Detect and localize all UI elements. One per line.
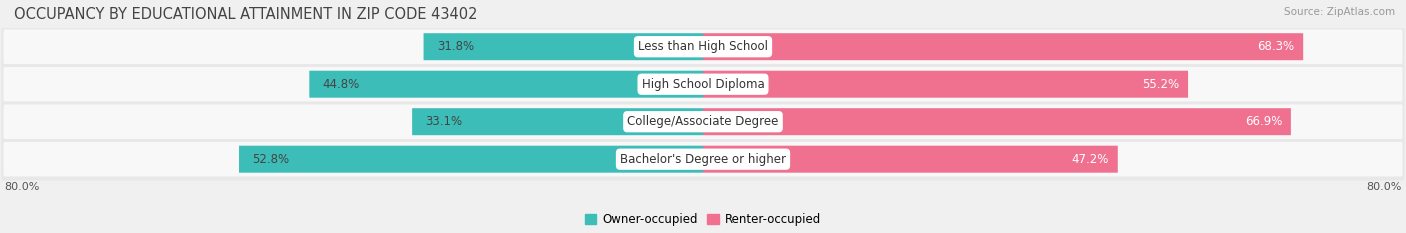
Text: High School Diploma: High School Diploma: [641, 78, 765, 91]
FancyBboxPatch shape: [1, 63, 1405, 106]
Text: 80.0%: 80.0%: [1367, 182, 1402, 192]
Text: 31.8%: 31.8%: [437, 40, 474, 53]
FancyBboxPatch shape: [1, 138, 1405, 181]
Text: Source: ZipAtlas.com: Source: ZipAtlas.com: [1284, 7, 1395, 17]
FancyBboxPatch shape: [1, 25, 1405, 68]
FancyBboxPatch shape: [309, 71, 703, 98]
Text: 68.3%: 68.3%: [1257, 40, 1295, 53]
Text: OCCUPANCY BY EDUCATIONAL ATTAINMENT IN ZIP CODE 43402: OCCUPANCY BY EDUCATIONAL ATTAINMENT IN Z…: [14, 7, 478, 22]
FancyBboxPatch shape: [703, 33, 1303, 60]
Text: 80.0%: 80.0%: [4, 182, 39, 192]
FancyBboxPatch shape: [703, 71, 1188, 98]
FancyBboxPatch shape: [239, 146, 703, 173]
FancyBboxPatch shape: [4, 67, 1402, 101]
Text: 52.8%: 52.8%: [252, 153, 290, 166]
Text: Less than High School: Less than High School: [638, 40, 768, 53]
FancyBboxPatch shape: [703, 108, 1291, 135]
Text: 55.2%: 55.2%: [1142, 78, 1180, 91]
FancyBboxPatch shape: [4, 142, 1402, 176]
FancyBboxPatch shape: [4, 29, 1402, 64]
Text: 47.2%: 47.2%: [1071, 153, 1109, 166]
Text: 66.9%: 66.9%: [1244, 115, 1282, 128]
FancyBboxPatch shape: [4, 104, 1402, 139]
FancyBboxPatch shape: [423, 33, 703, 60]
FancyBboxPatch shape: [703, 146, 1118, 173]
Text: Bachelor's Degree or higher: Bachelor's Degree or higher: [620, 153, 786, 166]
Text: College/Associate Degree: College/Associate Degree: [627, 115, 779, 128]
Text: 33.1%: 33.1%: [425, 115, 463, 128]
Legend: Owner-occupied, Renter-occupied: Owner-occupied, Renter-occupied: [579, 208, 827, 231]
FancyBboxPatch shape: [412, 108, 703, 135]
Text: 44.8%: 44.8%: [322, 78, 360, 91]
FancyBboxPatch shape: [1, 100, 1405, 143]
